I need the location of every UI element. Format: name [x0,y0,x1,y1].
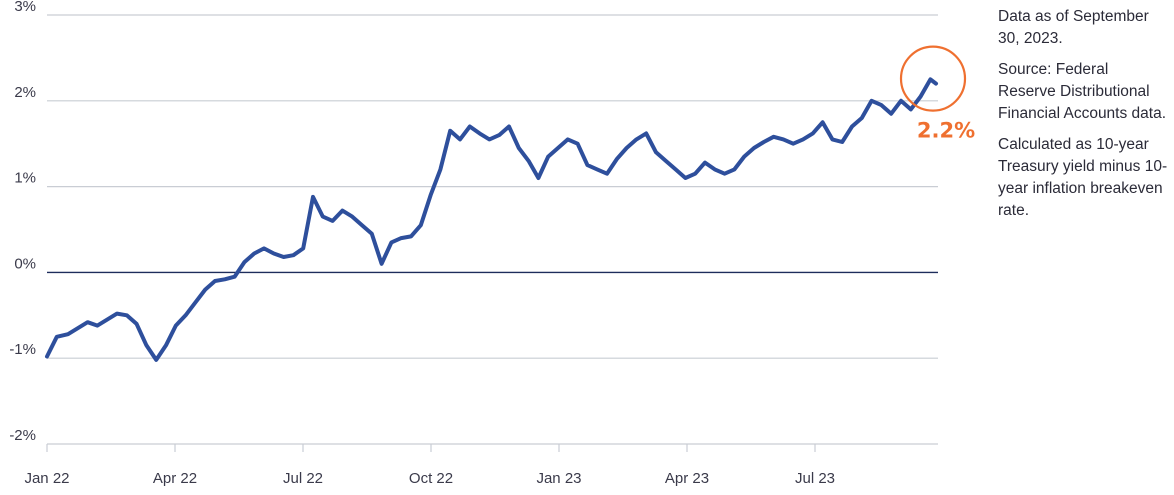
x-tick-label: Apr 22 [153,470,197,487]
x-tick-labels: Jan 22 Apr 22 Jul 22 Oct 22 Jan 23 Apr 23 Jul … [24,444,835,487]
note-date: Data as of September 30, 2023. [998,8,1149,47]
note-source: Source: Federal Reserve Distributional F… [998,61,1167,122]
x-tick-label: Apr 23 [665,470,709,487]
x-tick-label: Oct 22 [409,470,453,487]
x-tick-label: Jul 23 [795,470,835,487]
gridlines [47,14,938,445]
y-tick-label: 3% [14,0,36,15]
x-tick-label: Jul 22 [283,470,323,487]
x-tick-label: Jan 23 [536,470,581,487]
chart-notes: Data as of September 30, 2023. Source: F… [998,6,1168,231]
y-tick-label: -2% [9,427,36,444]
line-chart: 3%2%1%0%-1%-2% Jan 22 Apr 22 Jul 22 Oct 22 J… [9,0,975,487]
note-calculation: Calculated as 10-year Treasury yield min… [998,136,1168,219]
y-tick-label: 0% [14,255,36,272]
y-tick-labels: 3% 2% 1% 0% -1% -2% [9,0,36,444]
x-tick-label: Jan 22 [24,470,69,487]
latest-value-label: 2.2% [917,119,975,143]
y-tick-label: 1% [14,170,36,187]
series-line [45,77,938,362]
y-tick-label: 2% [14,84,36,101]
latest-value-circle [899,45,967,112]
y-tick-label: -1% [9,341,36,358]
